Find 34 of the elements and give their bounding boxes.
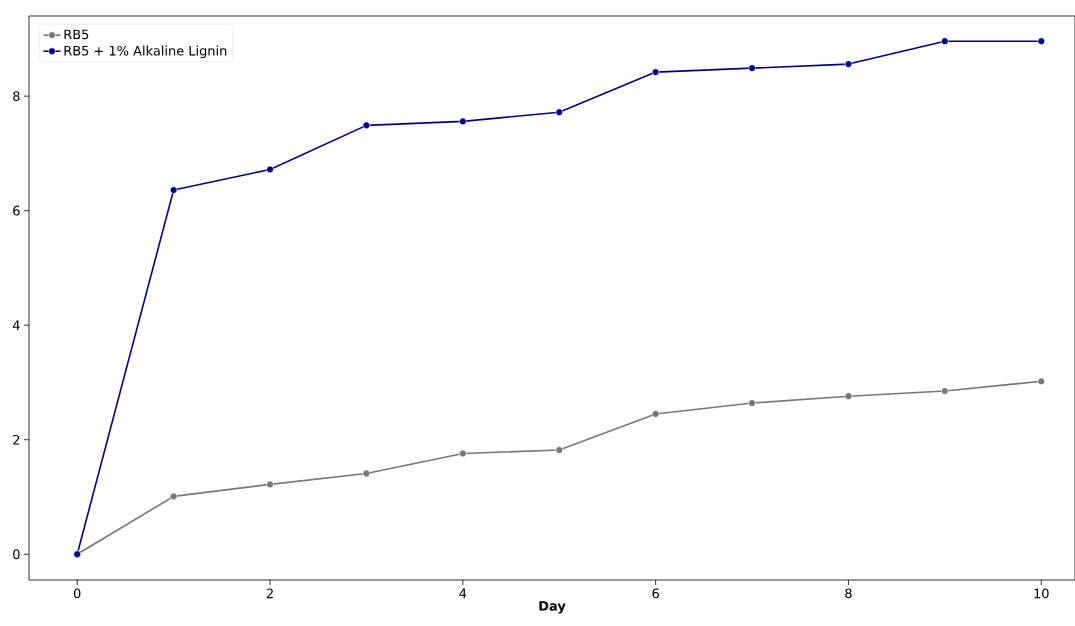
point [555,108,563,116]
point [941,387,949,395]
point [748,399,756,407]
x-tick-label: 4 [459,588,467,598]
point [844,392,853,400]
point [1037,37,1045,45]
y-tick-label: 4 [12,320,20,330]
x-tick-label: 8 [845,588,852,599]
x-tick-label: 10 [1034,588,1049,599]
point [459,449,467,458]
point [844,60,853,68]
legend-label: RB5 [64,29,89,40]
point [169,186,178,194]
point [266,165,274,174]
x-tick-label: 6 [652,588,659,599]
y-tick-label: 2 [13,434,20,445]
point [362,469,371,478]
point [651,410,660,418]
y-tick-label: 6 [13,205,20,216]
point [459,117,467,126]
point [651,68,660,76]
point [1037,377,1045,386]
y-tick-label: 8 [13,91,20,102]
x-tick-label: 2 [266,588,273,599]
point [362,121,371,130]
x-tick-label: 0 [73,588,81,599]
y-tick-label: 0 [13,549,20,560]
point [169,492,178,501]
point [941,37,949,45]
point [748,64,756,72]
point [555,446,563,454]
legend-label: RB5 + 1% Alkaline Lignin [64,45,227,59]
x-axis-title: Day [539,601,566,614]
point [266,480,274,489]
